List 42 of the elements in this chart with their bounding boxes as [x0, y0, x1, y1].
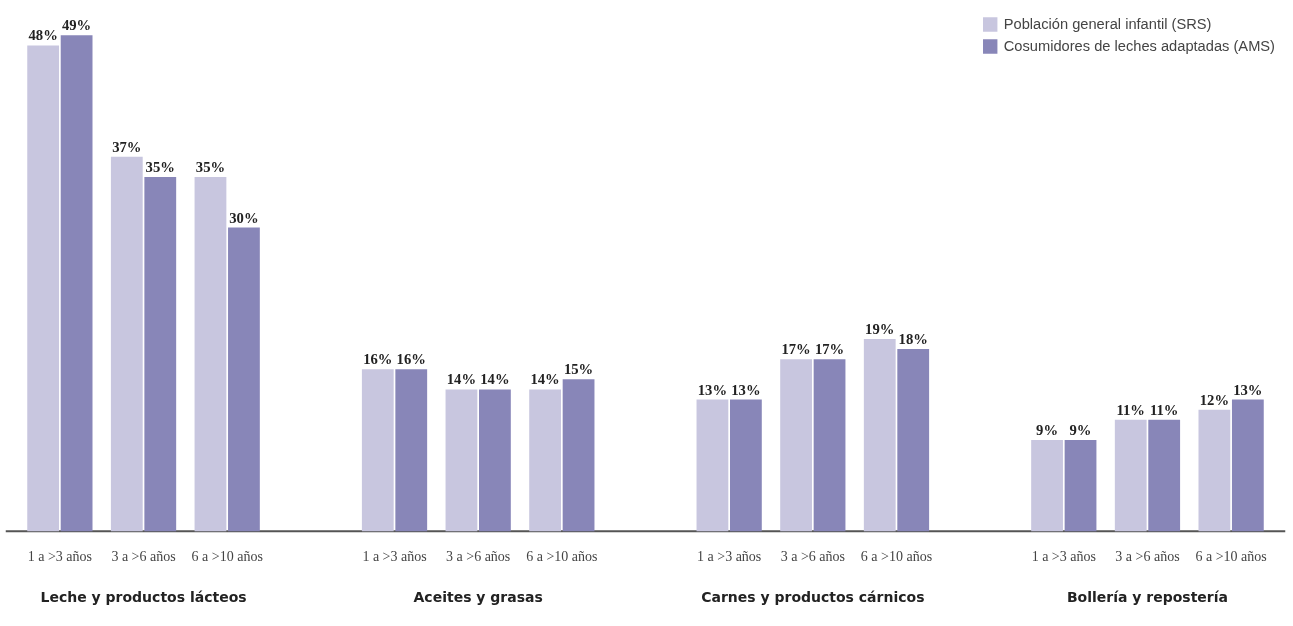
data-label: 13% [1233, 381, 1263, 398]
data-label: 14% [446, 371, 477, 388]
data-label: 17% [814, 341, 845, 358]
text: Leche y productos lácteos [40, 589, 247, 606]
text: Bollería y repostería [1066, 589, 1229, 606]
data-label: 30% [229, 209, 259, 226]
x-tick-label: 1 a >3 años [697, 549, 762, 565]
x-tick-label: 3 a >6 años [111, 549, 176, 565]
data-label: 11% [1149, 401, 1179, 418]
x-tick-label: 1 a >3 años [27, 549, 93, 565]
data-label: 35% [145, 158, 175, 175]
legend-label: Cosumidores de leches adaptadas (AMS) [1003, 38, 1275, 54]
x-tick-label: 6 a >10 años [526, 549, 598, 565]
legend-label: Población general infantil (SRS) [1003, 16, 1212, 32]
data-label: 14% [480, 371, 510, 388]
x-tick-label: 1 a >3 años [1031, 549, 1096, 565]
data-label: 13% [731, 381, 761, 398]
data-label: 37% [112, 138, 142, 155]
data-label: 13% [697, 381, 728, 398]
x-tick-label: 6 a >10 años [191, 549, 263, 565]
data-label: 48% [28, 27, 58, 44]
x-tick-label: 3 a >6 años [1115, 549, 1180, 565]
x-tick-label: 6 a >10 años [1195, 549, 1267, 565]
data-label: 12% [1199, 391, 1230, 408]
data-label: 9% [1036, 422, 1059, 439]
data-label: 35% [195, 158, 226, 175]
data-label: 18% [898, 331, 928, 348]
data-label: 15% [563, 361, 594, 378]
data-label: 49% [61, 17, 92, 34]
data-label: 14% [530, 371, 560, 388]
text: Aceites y grasas [413, 589, 543, 606]
data-label: 16% [396, 351, 426, 368]
data-label: 16% [363, 351, 393, 368]
data-label: 17% [781, 341, 811, 358]
x-tick-label: 1 a >3 años [362, 549, 427, 565]
data-label: 11% [1116, 401, 1145, 418]
x-tick-label: 3 a >6 años [446, 549, 511, 565]
data-label: 9% [1069, 422, 1092, 439]
x-tick-label: 3 a >6 años [780, 549, 845, 565]
data-label: 19% [865, 320, 895, 337]
x-tick-label: 6 a >10 años [860, 549, 933, 565]
text: Carnes y productos cárnicos [701, 589, 925, 606]
